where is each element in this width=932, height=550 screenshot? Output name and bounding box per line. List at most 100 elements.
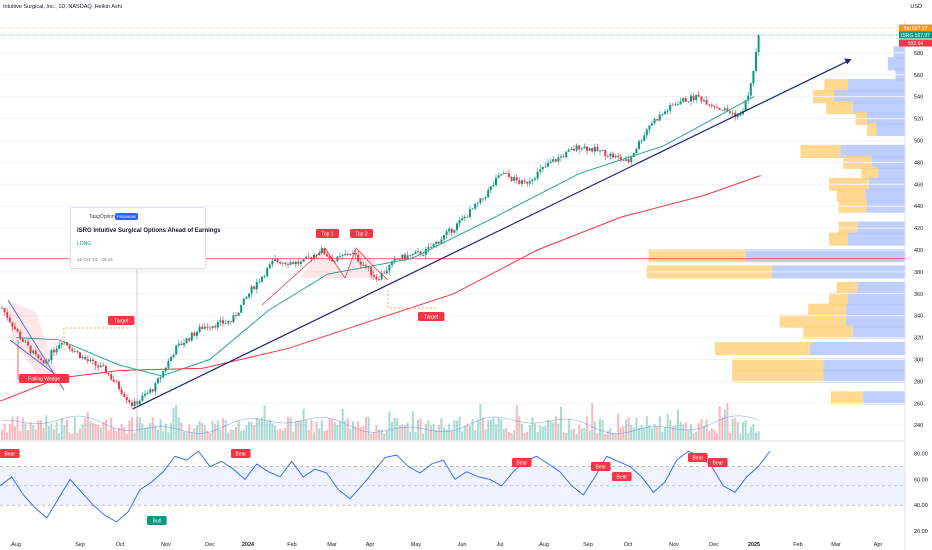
volume-bar	[736, 422, 739, 440]
candle-body	[586, 146, 588, 151]
idea-date: 19 Oct '23 · 09:16	[77, 257, 113, 262]
volume-bar	[677, 409, 679, 440]
bear-label-bg	[612, 472, 632, 481]
falling-wedge-label-bg	[19, 374, 70, 383]
candle-body	[388, 265, 391, 271]
candle-body	[1, 307, 3, 309]
volume-bar	[372, 432, 375, 440]
volume-bar	[437, 424, 440, 440]
volume-bar	[222, 418, 224, 440]
volume-bar	[726, 403, 729, 440]
candle-body	[305, 256, 308, 259]
candle-body	[726, 108, 729, 112]
price-tick-label: 240	[914, 423, 923, 429]
candle-body	[133, 401, 136, 407]
volume-bar	[341, 408, 344, 440]
volume-bar	[323, 430, 326, 440]
volume-bar	[125, 433, 128, 440]
volume-bar	[352, 421, 354, 440]
volume-bar	[84, 417, 87, 440]
candle-body	[713, 105, 716, 108]
idea-card[interactable]: TaagOptions PREMIUM ISRG Intuitive Surgi…	[70, 207, 220, 269]
volume-bar	[63, 425, 66, 440]
candle-body	[146, 392, 149, 394]
rsi-tick-label: 20.00	[914, 529, 928, 535]
candle-body	[638, 141, 640, 149]
candle-body	[216, 321, 219, 328]
candle-body	[318, 253, 321, 256]
candle-body	[162, 371, 165, 378]
candle-body	[346, 254, 349, 255]
volume-bar	[502, 429, 505, 440]
time-tick-label: Nov	[161, 542, 171, 548]
volume-bar	[414, 432, 417, 440]
vp-bar-buy	[865, 188, 905, 202]
volume-bar	[409, 431, 412, 440]
volume-bar	[651, 427, 653, 440]
candle-body	[365, 265, 367, 268]
candle-body	[297, 261, 300, 264]
candle-body	[734, 112, 737, 117]
candle-body	[508, 173, 510, 177]
volume-bar	[440, 418, 443, 440]
volume-bar	[547, 419, 549, 440]
candle-body	[604, 150, 607, 157]
volume-bar	[146, 426, 149, 440]
volume-bar	[385, 430, 388, 440]
candle-body	[227, 321, 230, 324]
volume-bar	[580, 428, 583, 440]
volume-bar	[575, 433, 578, 440]
volume-bar	[198, 420, 201, 440]
time-axis: Aug Sep Oct Nov Dec 2024 Feb Mar Apr May Jun Jul Aug…	[11, 542, 882, 548]
volume-bar	[120, 424, 123, 440]
volume-bar	[302, 408, 305, 440]
candle-body	[502, 173, 505, 175]
volume-bar	[424, 423, 427, 440]
volume-bar	[708, 431, 711, 440]
price-tag-text: 592.64	[908, 41, 924, 47]
volume-bar	[300, 420, 302, 440]
time-tick-label: 2024	[242, 542, 255, 548]
candle-body	[235, 315, 237, 317]
candle-body	[333, 261, 336, 263]
volume-bar	[245, 425, 248, 440]
volume-bar	[209, 432, 211, 440]
candle-body	[411, 253, 414, 256]
volume-bar	[570, 429, 573, 440]
volume-bar	[97, 424, 100, 440]
volume-bar	[224, 419, 227, 440]
vp-bar-buy	[857, 281, 905, 295]
volume-bar	[365, 417, 367, 440]
candle-body	[37, 354, 40, 359]
candle-body	[172, 354, 175, 357]
volume-bar	[206, 430, 209, 440]
volume-bar	[216, 420, 219, 440]
candle-body	[531, 179, 534, 182]
price-tick-label: 380	[914, 270, 923, 276]
candle-body	[242, 298, 245, 305]
volume-bar	[138, 417, 141, 440]
candle-body	[102, 365, 105, 367]
volume-bar	[32, 425, 35, 440]
candle-body	[274, 259, 276, 261]
candle-body	[261, 276, 263, 282]
candle-body	[248, 293, 250, 297]
candle-body	[583, 146, 586, 149]
candle-body	[710, 105, 713, 106]
candle-body	[544, 166, 547, 168]
candle-body	[692, 95, 695, 101]
volume-bar	[235, 426, 237, 440]
candle-body	[198, 326, 201, 332]
volume-bar	[492, 417, 495, 440]
vp-bar-sell	[800, 144, 841, 158]
candle-body	[627, 159, 630, 163]
rsi-band	[0, 466, 905, 506]
volume-bar	[505, 427, 508, 440]
volume-bar	[549, 421, 552, 440]
candle-body	[167, 361, 170, 368]
volume-bar	[14, 426, 16, 440]
volume-bar	[175, 404, 178, 440]
candle-body	[669, 104, 672, 111]
candle-body	[385, 270, 388, 274]
